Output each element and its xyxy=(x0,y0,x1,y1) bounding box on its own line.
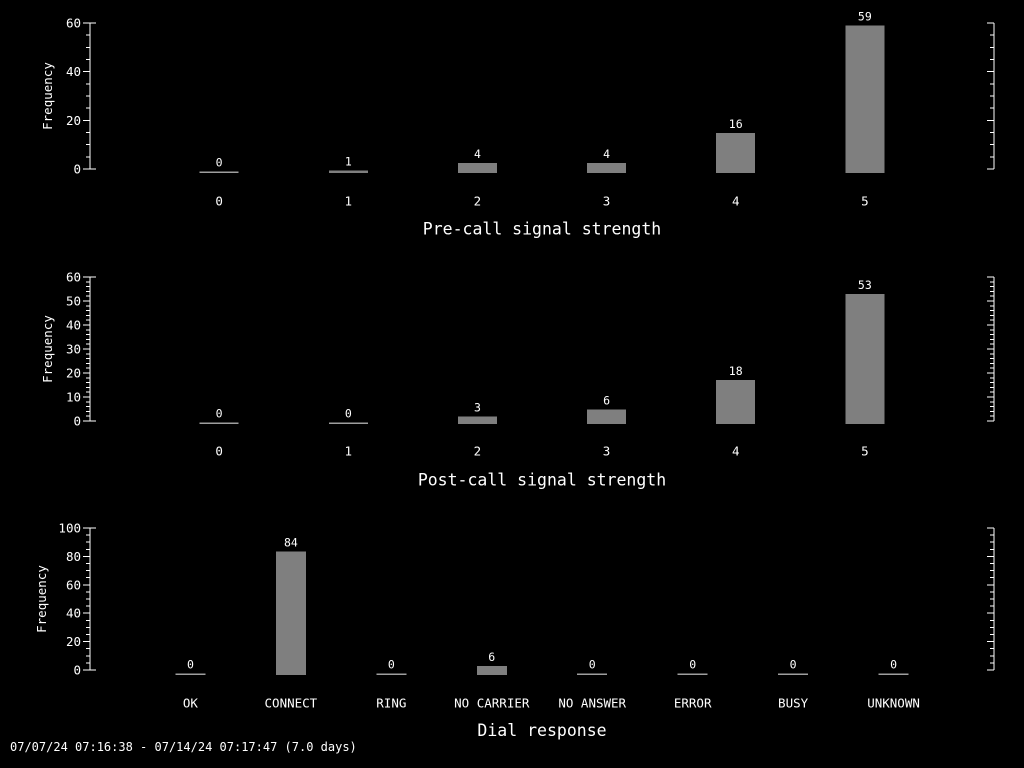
category-label: 4 xyxy=(732,194,740,209)
bar xyxy=(457,416,497,424)
category-label: 5 xyxy=(861,444,869,459)
category-label: OK xyxy=(183,696,199,711)
bar-value-label: 0 xyxy=(589,658,596,672)
chart-3: 0 20 40 60 80 100 Frequency 0 OK 84 CONNECT 0 RING 6 N… xyxy=(34,521,995,740)
bar xyxy=(878,673,909,675)
category-label: UNKNOWN xyxy=(867,696,920,711)
category-label: ERROR xyxy=(674,696,712,711)
y-tick-label: 50 xyxy=(66,294,81,309)
bar xyxy=(778,673,809,675)
bar-value-label: 4 xyxy=(474,147,481,161)
y-tick-label: 0 xyxy=(73,162,81,177)
bar xyxy=(677,673,708,675)
bar-value-label: 0 xyxy=(345,407,352,421)
category-label: NO ANSWER xyxy=(558,696,626,711)
category-label: 2 xyxy=(474,444,482,459)
bar-value-label: 0 xyxy=(216,156,223,170)
y-axis-title: Frequency xyxy=(40,62,55,130)
bar-value-label: 0 xyxy=(216,407,223,421)
bar xyxy=(328,422,368,424)
y-tick-label: 60 xyxy=(66,577,81,592)
bar-value-label: 0 xyxy=(187,658,194,672)
y-tick-label: 0 xyxy=(73,414,81,429)
y-tick-label: 20 xyxy=(66,113,81,128)
bar-value-label: 84 xyxy=(284,536,298,550)
time-range-label: 07/07/24 07:16:38 - 07/14/24 07:17:47 (7… xyxy=(10,740,357,754)
category-label: CONNECT xyxy=(265,696,318,711)
bar xyxy=(275,551,306,675)
y-tick-label: 30 xyxy=(66,342,81,357)
bar-value-label: 1 xyxy=(345,155,352,169)
bar xyxy=(716,133,756,173)
chart-title: Post-call signal strength xyxy=(418,471,666,490)
bar-value-label: 0 xyxy=(790,658,797,672)
y-axis-title: Frequency xyxy=(34,565,49,633)
y-tick-label: 100 xyxy=(58,521,81,536)
category-label: RING xyxy=(376,696,406,711)
bar-value-label: 53 xyxy=(858,278,872,292)
chart-title: Dial response xyxy=(477,721,606,740)
category-label: 3 xyxy=(603,444,611,459)
category-label: 2 xyxy=(474,194,482,209)
y-axis-title: Frequency xyxy=(40,315,55,383)
bar-value-label: 6 xyxy=(603,393,610,407)
y-tick-label: 10 xyxy=(66,390,81,405)
category-label: 3 xyxy=(603,194,611,209)
bar xyxy=(199,422,239,424)
bar-value-label: 0 xyxy=(890,658,897,672)
y-tick-label: 60 xyxy=(66,16,81,31)
category-label: 0 xyxy=(215,194,223,209)
bar xyxy=(845,294,885,424)
y-tick-label: 0 xyxy=(73,663,81,678)
bar xyxy=(476,666,507,675)
bar xyxy=(199,171,239,173)
bar xyxy=(845,25,885,173)
bar xyxy=(716,379,756,424)
category-label: 1 xyxy=(345,444,353,459)
bar xyxy=(328,170,368,173)
category-label: 1 xyxy=(345,194,353,209)
bar-value-label: 0 xyxy=(689,658,696,672)
bar-value-label: 0 xyxy=(388,658,395,672)
category-label: 4 xyxy=(732,444,740,459)
chart-2: 0 10 20 30 40 50 60 Frequency 0 0 0 1 3 2 6 3 18 4 53 5 Post… xyxy=(40,270,995,490)
y-tick-label: 60 xyxy=(66,270,81,285)
bar xyxy=(175,673,206,675)
chart-title: Pre-call signal strength xyxy=(423,220,661,239)
y-tick-label: 80 xyxy=(66,549,81,564)
bar-value-label: 16 xyxy=(729,117,743,131)
y-tick-label: 20 xyxy=(66,634,81,649)
bar xyxy=(587,163,627,173)
y-tick-label: 40 xyxy=(66,606,81,621)
category-label: NO CARRIER xyxy=(454,696,530,711)
bar-value-label: 6 xyxy=(488,650,495,664)
category-label: 5 xyxy=(861,194,869,209)
category-label: 0 xyxy=(215,444,223,459)
y-tick-label: 40 xyxy=(66,318,81,333)
category-label: BUSY xyxy=(778,696,809,711)
bar-value-label: 3 xyxy=(474,401,481,415)
bar xyxy=(577,673,608,675)
bar-value-label: 59 xyxy=(858,10,872,24)
y-tick-label: 40 xyxy=(66,64,81,79)
bar-value-label: 18 xyxy=(729,364,743,378)
bar xyxy=(587,409,627,424)
chart-1: 0 20 40 60 Frequency 0 0 1 1 4 2 4 3 16 4 59 5 Pre-call s… xyxy=(40,10,995,239)
y-tick-label: 20 xyxy=(66,366,81,381)
bar xyxy=(376,673,407,675)
bar-value-label: 4 xyxy=(603,147,610,161)
bar xyxy=(457,163,497,173)
